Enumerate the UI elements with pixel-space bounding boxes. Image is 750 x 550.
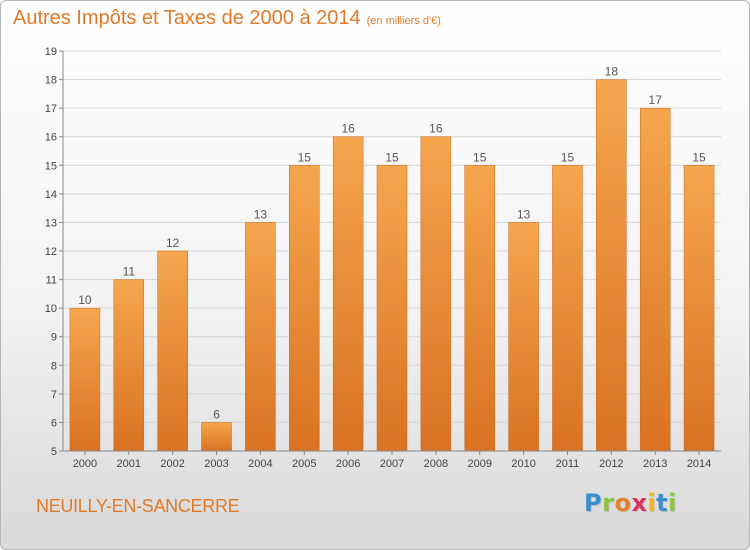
y-tick-label: 13 xyxy=(45,217,57,229)
y-tick-label: 14 xyxy=(45,189,57,201)
bar-2014[interactable] xyxy=(683,165,715,452)
chart-title: Autres Impôts et Taxes de 2000 à 2014 xyxy=(13,7,361,29)
axis-layer: 5 6 7 8 9 10 11 12 13 14 15 16 17 18 19 2000 2001 2002 200… xyxy=(45,46,721,470)
x-tick-label: 2007 xyxy=(380,458,404,470)
y-tick-label: 12 xyxy=(45,246,57,258)
proxiti-logo[interactable]: Proxiti xyxy=(584,489,677,517)
bar-2000[interactable] xyxy=(69,307,101,452)
bar-value-label: 12 xyxy=(166,236,180,250)
bar-value-label: 15 xyxy=(385,150,399,164)
bar-value-label: 16 xyxy=(341,122,355,136)
y-tick-label: 7 xyxy=(51,389,57,401)
bar-2013[interactable] xyxy=(639,107,671,452)
x-tick-label: 2011 xyxy=(556,458,580,470)
y-tick-label: 19 xyxy=(45,46,57,58)
bar-value-label: 15 xyxy=(298,150,312,164)
bar-value-label: 17 xyxy=(649,93,663,107)
x-tick-label: 2000 xyxy=(73,458,97,470)
bar-2002[interactable] xyxy=(157,250,188,452)
bar-2011[interactable] xyxy=(552,165,583,452)
x-tick-label: 2008 xyxy=(424,458,448,470)
x-tick-label: 2001 xyxy=(117,458,141,470)
y-tick-label: 6 xyxy=(51,417,57,429)
chart-subtitle: (en milliers d'€) xyxy=(366,15,441,27)
logo-letter: P xyxy=(584,489,603,517)
bar-value-label: 13 xyxy=(254,207,268,221)
bar-value-label: 10 xyxy=(78,293,92,307)
x-tick-label: 2014 xyxy=(687,458,711,470)
logo-letter: i xyxy=(647,489,657,517)
bar-value-label: 16 xyxy=(429,122,443,136)
bar-2001[interactable] xyxy=(113,279,145,452)
commune-name: NEUILLY-EN-SANCERRE xyxy=(36,496,240,516)
bar-2010[interactable] xyxy=(508,222,539,452)
x-tick-label: 2013 xyxy=(643,458,667,470)
y-tick-label: 10 xyxy=(45,303,57,315)
bar-2006[interactable] xyxy=(332,136,364,452)
y-tick-label: 9 xyxy=(51,332,57,344)
y-tick-label: 16 xyxy=(45,132,57,144)
bar-value-label: 13 xyxy=(517,207,531,221)
y-tick-label: 15 xyxy=(45,160,57,172)
x-tick-label: 2003 xyxy=(204,458,228,470)
y-tick-label: 5 xyxy=(51,446,57,458)
bar-2007[interactable] xyxy=(376,165,408,452)
bar-2012[interactable] xyxy=(596,79,627,452)
bar-2005[interactable] xyxy=(289,165,320,452)
x-tick-label: 2005 xyxy=(292,458,316,470)
x-tick-label: 2010 xyxy=(511,458,535,470)
bar-2003[interactable] xyxy=(201,422,232,452)
bar-2008[interactable] xyxy=(420,136,452,452)
y-tick-label: 8 xyxy=(51,360,57,372)
x-tick-label: 2006 xyxy=(336,458,360,470)
bar-value-label: 15 xyxy=(561,150,575,164)
x-tick-label: 2004 xyxy=(248,458,272,470)
logo-letter: x xyxy=(631,489,648,517)
logo-letter: t xyxy=(656,489,669,517)
bar-value-label: 11 xyxy=(123,265,136,279)
logo-letter: i xyxy=(668,489,677,517)
y-tick-label: 18 xyxy=(45,75,57,87)
logo-letter: o xyxy=(614,489,632,517)
x-tick-label: 2012 xyxy=(599,458,623,470)
y-tick-label: 17 xyxy=(45,103,57,115)
x-tick-label: 2009 xyxy=(467,458,491,470)
bar-value-label: 15 xyxy=(692,150,706,164)
bar-2009[interactable] xyxy=(464,165,495,452)
chart-title-block: Autres Impôts et Taxes de 2000 à 2014 (en… xyxy=(13,7,441,30)
x-tick-label: 2002 xyxy=(160,458,184,470)
bar-value-label: 18 xyxy=(605,65,619,79)
logo-letter: r xyxy=(602,489,615,517)
bar-2004[interactable] xyxy=(245,222,276,452)
bar-value-label: 15 xyxy=(473,150,487,164)
bar-layer: 10 11 12 6 13 15 16 15 16 15 13 15 18 17 15 xyxy=(69,65,715,452)
bar-value-label: 6 xyxy=(213,407,220,421)
y-tick-label: 11 xyxy=(46,275,57,287)
